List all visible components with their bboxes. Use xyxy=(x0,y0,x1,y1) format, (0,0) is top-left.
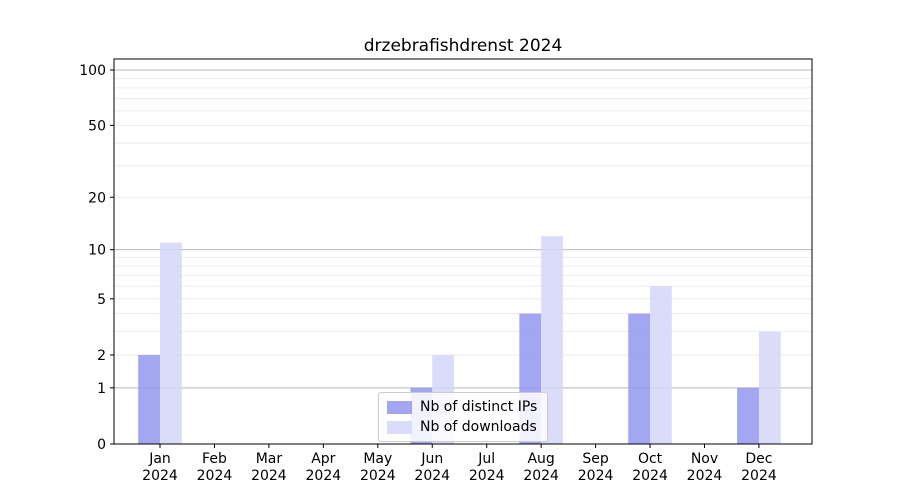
x-tick-label-month: Sep xyxy=(582,451,609,467)
x-tick-label-month: Jun xyxy=(420,451,443,467)
x-tick-label-year: 2024 xyxy=(414,468,450,484)
x-tick-label-month: Jan xyxy=(148,451,171,467)
x-tick-label-month: May xyxy=(363,451,392,467)
y-tick-label: 2 xyxy=(97,348,106,364)
y-tick-label: 5 xyxy=(97,292,106,308)
x-tick-label-year: 2024 xyxy=(142,468,178,484)
x-tick-label-month: Oct xyxy=(638,451,663,467)
x-tick-label-year: 2024 xyxy=(197,468,233,484)
chart-title: drzebrafishdrenst 2024 xyxy=(363,36,563,56)
bar-nb-of-distinct-ips-dec xyxy=(737,387,759,444)
x-tick-label-year: 2024 xyxy=(578,468,614,484)
bar-nb-of-downloads-dec xyxy=(758,331,781,444)
y-tick-label: 50 xyxy=(88,118,106,134)
x-tick-label-month: Apr xyxy=(311,451,335,467)
x-tick-label-month: Aug xyxy=(527,451,554,467)
x-tick-label-year: 2024 xyxy=(741,468,777,484)
legend-box: Nb of distinct IPs Nb of downloads xyxy=(378,392,549,442)
bar-nb-of-distinct-ips-jan xyxy=(138,354,160,444)
x-tick-label-month: Feb xyxy=(202,451,227,467)
x-tick-label-year: 2024 xyxy=(632,468,668,484)
y-tick-label: 10 xyxy=(88,243,106,259)
x-tick-label-month: Jul xyxy=(477,451,495,467)
bar-nb-of-distinct-ips-oct xyxy=(628,313,651,444)
x-tick-label-year: 2024 xyxy=(360,468,396,484)
x-tick-label-year: 2024 xyxy=(469,468,505,484)
legend-label-downloads: Nb of downloads xyxy=(420,419,537,435)
x-tick-label-year: 2024 xyxy=(251,468,287,484)
legend-item-distinct-ips: Nb of distinct IPs xyxy=(387,400,537,414)
y-tick-label: 1 xyxy=(97,381,106,397)
x-tick-label-month: Nov xyxy=(691,451,718,467)
y-tick-label: 100 xyxy=(79,63,106,79)
legend-label-distinct-ips: Nb of distinct IPs xyxy=(420,399,538,415)
x-tick-label-month: Dec xyxy=(745,451,772,467)
bar-nb-of-downloads-oct xyxy=(650,286,672,444)
x-tick-label-year: 2024 xyxy=(306,468,342,484)
bar-nb-of-downloads-jan xyxy=(160,242,182,444)
legend-swatch-downloads xyxy=(387,420,412,434)
plot-border xyxy=(113,58,813,445)
legend-item-downloads: Nb of downloads xyxy=(387,420,537,434)
x-tick-label-year: 2024 xyxy=(687,468,723,484)
y-tick-label: 20 xyxy=(88,190,106,206)
legend-swatch-distinct-ips xyxy=(387,400,412,414)
x-tick-label-year: 2024 xyxy=(523,468,559,484)
x-tick-label-month: Mar xyxy=(256,451,283,467)
y-tick-label: 0 xyxy=(97,437,106,453)
